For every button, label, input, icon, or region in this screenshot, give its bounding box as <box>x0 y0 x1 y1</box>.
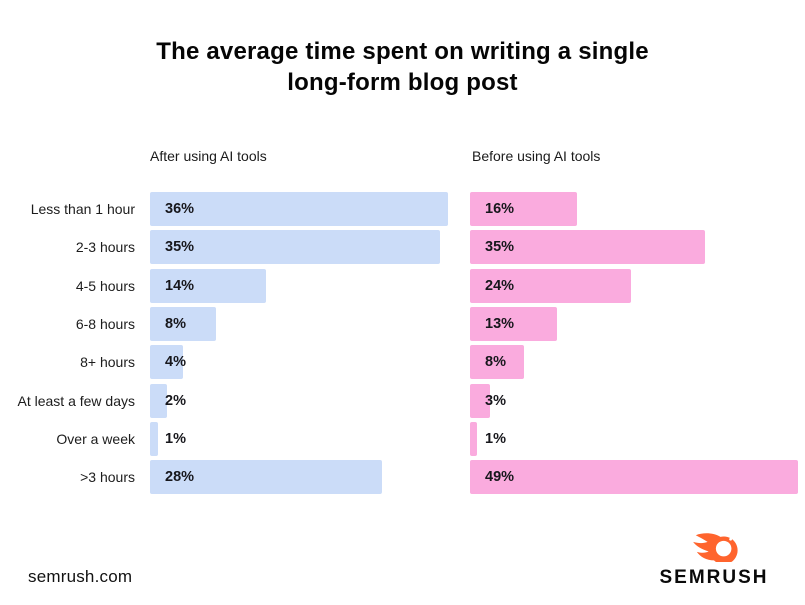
bar-value-label: 1% <box>165 431 186 448</box>
category-label: Less than 1 hour <box>30 201 135 217</box>
bar <box>470 192 578 226</box>
series-header-before-ai: Before using AI tools <box>472 148 601 164</box>
bar-value-label: 35% <box>165 239 195 256</box>
series-header-after-ai: After using AI tools <box>150 148 267 164</box>
bar <box>470 383 491 418</box>
bar <box>150 268 266 303</box>
bar-panel-after-ai: 36% 35% 14% 8% 4% 2% 1% 28% <box>150 192 462 500</box>
bar <box>150 345 184 380</box>
category-label: 2-3 hours <box>75 239 135 256</box>
semrush-logo: SEMRUSH <box>649 532 779 589</box>
category-label: Over a week <box>56 431 135 448</box>
category-label: 6-8 hours <box>75 316 135 333</box>
bar-value-label: 35% <box>485 239 515 256</box>
bar-value-label: 8% <box>485 354 506 371</box>
bar <box>470 345 524 380</box>
category-label: >3 hours <box>80 469 135 486</box>
bar-value-label: 3% <box>485 392 506 409</box>
bar <box>470 460 799 495</box>
bar-value-label: 4% <box>165 354 186 371</box>
semrush-flame-icon <box>693 533 738 562</box>
bar-value-label: 13% <box>485 316 515 333</box>
category-label: 4-5 hours <box>75 277 135 294</box>
bar <box>150 383 167 418</box>
bar <box>470 268 631 303</box>
bar <box>150 422 159 457</box>
bar-value-label: 1% <box>485 431 506 448</box>
bar-value-label: 16% <box>485 201 515 217</box>
page-title-line2: long-form blog post <box>287 69 518 96</box>
category-label: At least a few days <box>17 392 135 409</box>
bar <box>150 192 449 226</box>
brand-wordmark: SEMRUSH <box>659 567 769 588</box>
page-title: The average time spent on writing a sing… <box>0 36 805 98</box>
bar-value-label: 28% <box>165 469 195 486</box>
page-title-line1: The average time spent on writing a sing… <box>156 38 649 65</box>
bar-value-label: 36% <box>165 201 195 217</box>
bar-value-label: 49% <box>485 469 515 486</box>
bar-value-label: 14% <box>165 277 195 294</box>
category-label: 8+ hours <box>80 354 135 371</box>
bar <box>150 230 440 265</box>
category-labels: Less than 1 hour 2-3 hours 4-5 hours 6-8 ho… <box>0 192 135 500</box>
site-url: semrush.com <box>28 567 133 586</box>
bar-panel-before-ai: 16% 35% 24% 13% 8% 3% 1% 49% <box>470 192 805 500</box>
bar <box>470 230 705 265</box>
bar <box>470 307 558 342</box>
bar <box>150 460 382 495</box>
bar-value-label: 2% <box>165 392 186 409</box>
bar <box>150 307 217 342</box>
bar <box>470 422 477 457</box>
bar-value-label: 24% <box>485 277 515 294</box>
bar-value-label: 8% <box>165 316 186 333</box>
